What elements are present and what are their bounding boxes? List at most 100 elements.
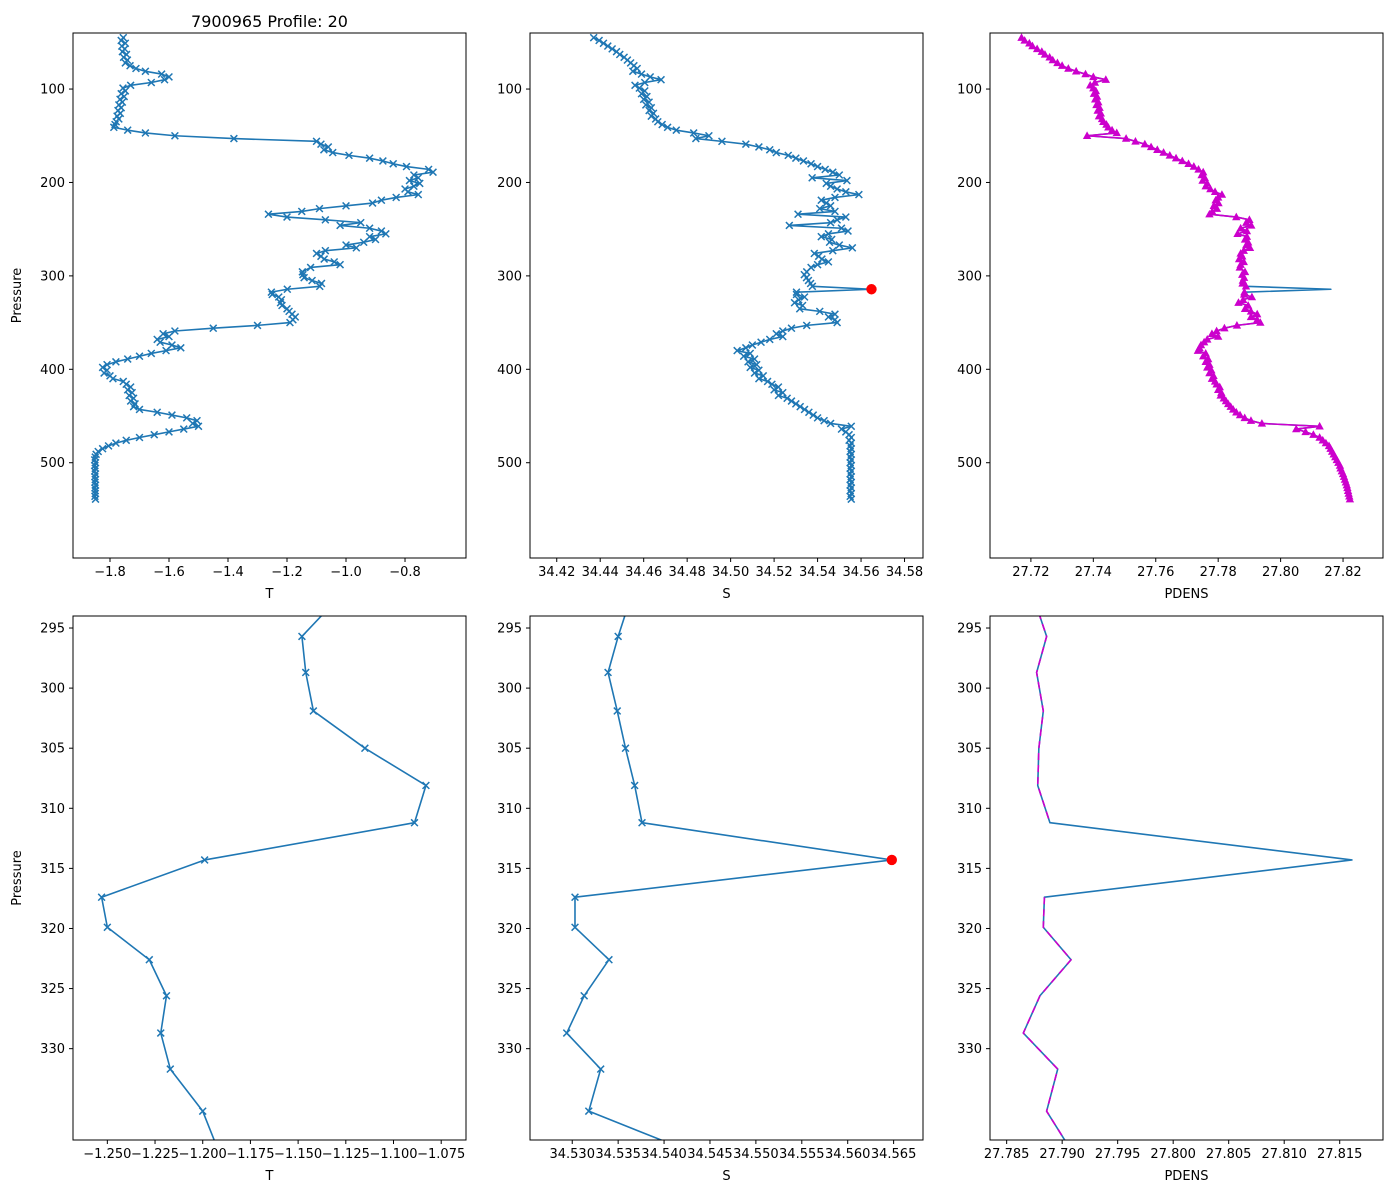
y-tick-label: 300 bbox=[40, 682, 65, 697]
x-tick-label: −1.2 bbox=[271, 565, 303, 580]
y-tick-label: 300 bbox=[957, 682, 982, 697]
y-tick-label: 315 bbox=[497, 862, 522, 877]
outlier-red-dot bbox=[866, 284, 877, 295]
x-tick-label: −0.8 bbox=[389, 565, 421, 580]
plot-background bbox=[990, 616, 1383, 1140]
y-tick-label: 200 bbox=[957, 176, 982, 191]
y-tick-label: 325 bbox=[497, 982, 522, 997]
x-tick-label: 27.815 bbox=[1317, 1147, 1363, 1162]
outlier-red-dot bbox=[886, 854, 897, 866]
y-tick-label: 330 bbox=[497, 1042, 522, 1057]
y-tick-label: 295 bbox=[497, 622, 522, 637]
x-tick-label: 34.560 bbox=[825, 1147, 871, 1162]
y-tick-label: 400 bbox=[497, 363, 522, 378]
x-tick-label: −1.100 bbox=[369, 1147, 417, 1162]
x-tick-label: 34.54 bbox=[799, 565, 836, 580]
x-tick-label: 27.78 bbox=[1200, 565, 1237, 580]
y-tick-label: 300 bbox=[957, 269, 982, 284]
x-tick-label: 34.535 bbox=[595, 1147, 641, 1162]
x-tick-label: 34.50 bbox=[712, 565, 749, 580]
y-tick-label: 300 bbox=[497, 682, 522, 697]
x-tick-label: −1.8 bbox=[94, 565, 126, 580]
x-tick-label: 27.76 bbox=[1137, 565, 1174, 580]
x-axis-label: S bbox=[722, 1169, 730, 1184]
x-markers bbox=[589, 33, 876, 504]
y-tick-label: 305 bbox=[497, 742, 522, 757]
x-axis-label: PDENS bbox=[1164, 1169, 1208, 1184]
x-tick-label: 34.550 bbox=[733, 1147, 779, 1162]
subplot-t-full: −1.8 −1.6 −1.4 −1.2 −1.0 −0.8 100 200 300 400 500 T… bbox=[10, 32, 467, 602]
axes-spines bbox=[989, 615, 1384, 1141]
plot-background bbox=[73, 616, 466, 1140]
x-tick-label: 27.795 bbox=[1095, 1147, 1141, 1162]
x-tick-label: 34.58 bbox=[886, 565, 923, 580]
x-tick-label: 34.555 bbox=[779, 1147, 825, 1162]
x-tick-label: 34.540 bbox=[641, 1147, 687, 1162]
figure-title: 7900965 Profile: 20 bbox=[191, 12, 348, 31]
subplot-s-full: 34.42 34.44 34.46 34.48 34.50 34.52 34.54 34.56… bbox=[497, 32, 924, 602]
x-axis-label: T bbox=[265, 587, 274, 602]
axes-spines bbox=[529, 32, 924, 559]
x-tick-label: 27.72 bbox=[1012, 565, 1049, 580]
y-tick-label: 400 bbox=[40, 363, 65, 378]
x-tick-label: −1.150 bbox=[274, 1147, 322, 1162]
x-tick-label: 34.56 bbox=[842, 565, 879, 580]
axes-spines bbox=[529, 615, 924, 1141]
y-tick-label: 325 bbox=[957, 982, 982, 997]
y-tick-label: 330 bbox=[40, 1042, 65, 1057]
x-tick-label: 34.52 bbox=[755, 565, 792, 580]
x-tick-label: 34.530 bbox=[549, 1147, 595, 1162]
plot-background bbox=[530, 33, 923, 558]
x-tick-label: 27.80 bbox=[1262, 565, 1299, 580]
plot-background bbox=[990, 33, 1383, 558]
x-tick-label: 34.48 bbox=[669, 565, 706, 580]
plot-background bbox=[73, 33, 466, 558]
x-tick-label: −1.6 bbox=[153, 565, 185, 580]
y-tick-label: 300 bbox=[497, 269, 522, 284]
y-tick-label: 500 bbox=[497, 456, 522, 471]
x-tick-label: 27.74 bbox=[1075, 565, 1112, 580]
y-tick-label: 500 bbox=[957, 456, 982, 471]
x-tick-label: 27.82 bbox=[1324, 565, 1361, 580]
y-tick-label: 305 bbox=[957, 742, 982, 757]
x-tick-label: −1.175 bbox=[226, 1147, 274, 1162]
x-axis-label: PDENS bbox=[1164, 587, 1208, 602]
x-tick-label: 27.785 bbox=[984, 1147, 1030, 1162]
x-tick-label: 34.42 bbox=[538, 565, 575, 580]
axes-spines bbox=[72, 615, 467, 1141]
y-axis-label: Pressure bbox=[10, 268, 25, 324]
x-tick-label: −1.075 bbox=[417, 1147, 465, 1162]
x-tick-label: 34.46 bbox=[625, 565, 662, 580]
x-tick-label: −1.125 bbox=[322, 1147, 370, 1162]
y-tick-label: 315 bbox=[40, 862, 65, 877]
x-axis-label: T bbox=[265, 1169, 274, 1184]
x-tick-label: −1.0 bbox=[330, 565, 362, 580]
x-tick-label: −1.225 bbox=[131, 1147, 179, 1162]
x-tick-label: 27.790 bbox=[1039, 1147, 1085, 1162]
y-axis-label: Pressure bbox=[10, 850, 25, 906]
y-tick-label: 100 bbox=[497, 83, 522, 98]
y-tick-label: 300 bbox=[40, 269, 65, 284]
y-tick-label: 295 bbox=[40, 622, 65, 637]
subplot-s-zoom: 34.530 34.535 34.540 34.545 34.550 34.555 34.5… bbox=[497, 615, 924, 1184]
x-tick-label: 27.800 bbox=[1150, 1147, 1196, 1162]
subplot-pdens-full: 27.72 27.74 27.76 27.78 27.80 27.82 100 200 300 4… bbox=[957, 32, 1384, 602]
y-tick-label: 320 bbox=[497, 922, 522, 937]
y-tick-label: 100 bbox=[40, 83, 65, 98]
y-tick-label: 325 bbox=[40, 982, 65, 997]
y-tick-label: 310 bbox=[497, 802, 522, 817]
y-tick-label: 310 bbox=[957, 802, 982, 817]
x-tick-label: 27.805 bbox=[1206, 1147, 1252, 1162]
x-markers bbox=[562, 632, 896, 1116]
y-tick-label: 100 bbox=[957, 83, 982, 98]
plot-background bbox=[530, 616, 923, 1140]
y-tick-label: 500 bbox=[40, 456, 65, 471]
y-tick-label: 315 bbox=[957, 862, 982, 877]
x-tick-label: 27.810 bbox=[1261, 1147, 1307, 1162]
y-tick-label: 200 bbox=[40, 176, 65, 191]
y-tick-label: 200 bbox=[497, 176, 522, 191]
x-markers bbox=[97, 632, 430, 1116]
x-tick-label: −1.4 bbox=[212, 565, 244, 580]
